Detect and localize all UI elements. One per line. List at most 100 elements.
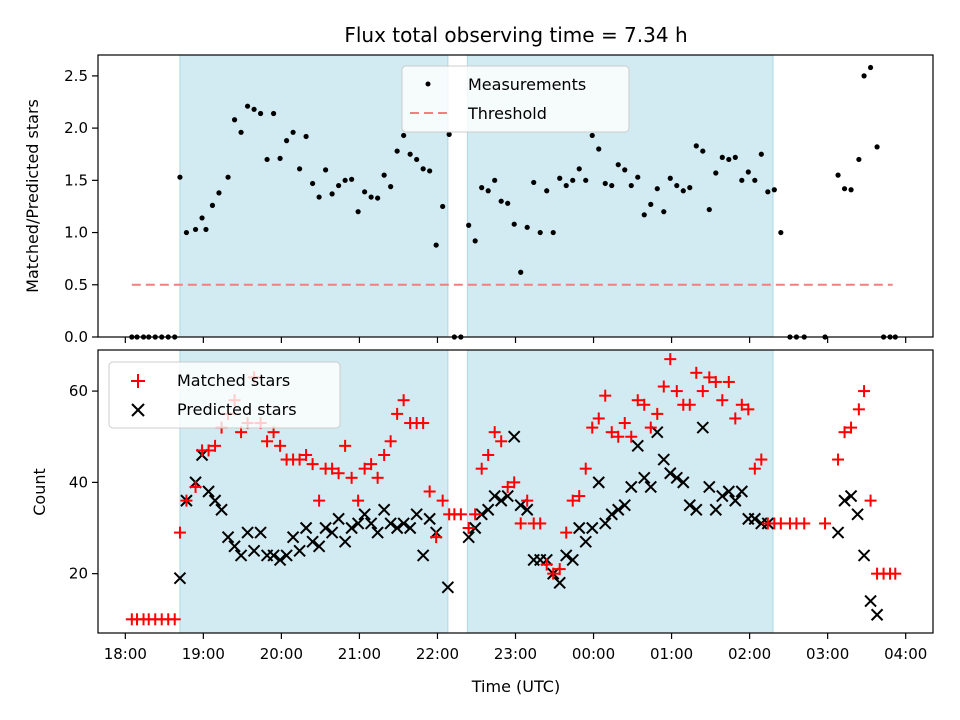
matched-star-point — [482, 448, 495, 461]
matched-star-point — [384, 435, 397, 448]
measurement-point — [401, 132, 407, 139]
predicted-star-point — [735, 485, 749, 498]
x-tick-label: 19:00 — [182, 645, 225, 663]
matched-star-point — [495, 435, 508, 448]
predicted-star-point — [481, 503, 495, 516]
matched-star-point — [521, 494, 534, 507]
matched-star-point — [293, 453, 306, 466]
measurement-point — [368, 194, 374, 200]
measurement-point — [177, 174, 183, 180]
predicted-star-point — [416, 549, 430, 562]
x-tick-label: 23:00 — [494, 645, 537, 663]
legend-marker-predicted — [131, 403, 145, 417]
matched-star-point — [430, 531, 443, 544]
matched-star-point — [858, 385, 871, 398]
legend-label-matched: Matched stars — [177, 371, 290, 390]
bottom-y-ticks: 20 40 60 — [69, 382, 98, 583]
predicted-star-point — [215, 503, 228, 516]
measurement-point — [355, 209, 361, 215]
predicted-stars-points — [173, 421, 884, 621]
measurement-point — [778, 229, 784, 236]
measurement-point — [589, 132, 595, 139]
y-tick-label: 20 — [69, 565, 88, 583]
predicted-star-point — [657, 453, 670, 466]
measurement-point — [466, 222, 472, 228]
matched-star-point — [488, 426, 501, 439]
y-tick-label: 0.5 — [64, 276, 88, 294]
matched-star-point — [540, 558, 553, 571]
measurement-point — [433, 242, 439, 248]
top-y-ticks: 0.0 0.5 1.0 1.5 2.0 2.5 — [64, 67, 98, 346]
predicted-star-point — [625, 480, 638, 494]
measurement-point — [394, 148, 400, 154]
measurement-point — [628, 182, 634, 189]
top-legend-box — [401, 65, 630, 133]
matched-star-point — [845, 421, 858, 434]
measurement-point — [570, 177, 576, 183]
predicted-star-point — [390, 521, 404, 535]
predicted-star-point — [870, 608, 884, 621]
matched-star-point — [638, 398, 651, 411]
matched-star-point — [716, 394, 729, 407]
matched-star-point — [889, 567, 902, 580]
predicted-star-point — [221, 530, 235, 544]
measurement-point — [719, 154, 725, 160]
predicted-star-point — [664, 467, 677, 480]
legend-marker-measurements — [425, 81, 431, 87]
matched-star-point — [168, 613, 181, 626]
predicted-star-point — [351, 517, 365, 530]
measurement-point — [544, 188, 550, 194]
predicted-star-point — [462, 530, 475, 544]
measurement-points — [129, 64, 898, 340]
measurement-point — [635, 174, 641, 180]
predicted-star-point — [638, 471, 651, 485]
matched-star-point — [612, 430, 625, 443]
measurement-point — [861, 73, 867, 79]
matched-star-point — [755, 453, 768, 466]
measurement-point — [550, 229, 556, 236]
measurement-point — [739, 177, 745, 183]
measurement-point — [216, 190, 222, 196]
measurement-point — [290, 129, 296, 135]
measurement-point — [183, 229, 190, 236]
predicted-star-point — [599, 517, 612, 530]
predicted-star-point — [371, 526, 384, 539]
matched-star-point — [454, 508, 467, 521]
x-tick-label: 00:00 — [572, 645, 615, 663]
matched-star-point — [339, 439, 352, 452]
measurement-point — [654, 186, 660, 192]
top-x-ticks — [124, 337, 907, 343]
matched-star-point — [722, 375, 735, 388]
measurement-point — [648, 201, 654, 207]
predicted-star-point — [332, 512, 345, 526]
predicted-star-point — [488, 489, 501, 503]
predicted-star-point — [507, 430, 521, 443]
legend-marker-matched — [131, 374, 145, 388]
predicted-star-point — [612, 503, 625, 516]
matched-star-point — [838, 426, 851, 439]
predicted-star-point — [716, 489, 729, 503]
measurement-point — [225, 174, 231, 180]
measurement-point — [752, 177, 758, 183]
measurement-point — [641, 212, 647, 218]
matched-star-point — [683, 398, 696, 411]
matched-star-point — [573, 490, 586, 503]
measurement-point — [661, 209, 667, 215]
y-tick-label: 1.0 — [64, 224, 88, 242]
top-y-axis-label: Matched/Predicted stars — [23, 99, 42, 293]
matched-star-point — [417, 417, 430, 430]
legend-label-measurements: Measurements — [468, 75, 586, 94]
predicted-star-point — [644, 480, 657, 494]
x-tick-label: 20:00 — [260, 645, 303, 663]
bottom-legend-box — [108, 361, 341, 429]
measurement-point — [848, 187, 854, 193]
matched-star-point — [508, 476, 521, 489]
predicted-star-point — [241, 526, 254, 539]
measurement-point — [583, 177, 589, 183]
measurement-point — [693, 143, 699, 149]
predicted-star-point — [864, 594, 877, 608]
matched-star-point — [819, 517, 832, 530]
matched-star-point — [436, 494, 449, 507]
predicted-star-point — [208, 494, 222, 507]
predicted-star-point — [286, 530, 300, 544]
